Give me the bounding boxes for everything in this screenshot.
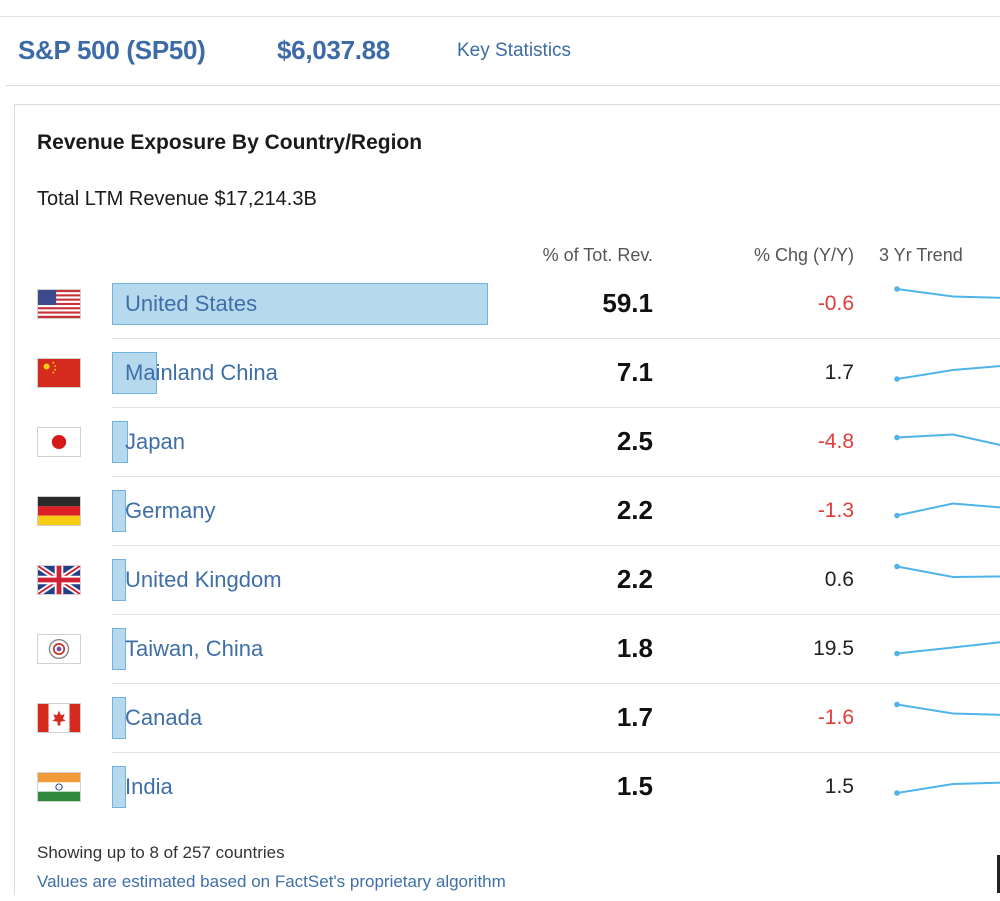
germany-flag-icon (37, 496, 81, 526)
table-row[interactable]: Germany 2.2 -1.3 (37, 478, 1000, 546)
revenue-exposure-panel: Revenue Exposure By Country/Region Total… (14, 104, 1000, 895)
sparkline-point (894, 563, 900, 570)
sparkline-point (894, 434, 900, 441)
sparkline-point (894, 512, 900, 519)
pct-of-total-revenue: 1.8 (616, 633, 653, 663)
country-name[interactable]: Germany (125, 498, 216, 523)
india-flag-icon (37, 772, 81, 802)
sparkline-point (894, 650, 900, 657)
sparkline-point (894, 701, 900, 708)
taiwan-flag-icon (37, 634, 81, 664)
country-name[interactable]: Mainland China (125, 360, 278, 385)
sparkline-path (896, 703, 1000, 716)
sparkline-path (896, 365, 1000, 380)
table-row[interactable]: Mainland China 7.1 1.7 (37, 340, 1000, 408)
total-ltm-revenue: Total LTM Revenue $17,214.3B (37, 188, 317, 210)
trend-sparkline (894, 502, 1000, 519)
index-price: $6,037.88 (277, 35, 390, 65)
index-name[interactable]: S&P 500 (SP50) (18, 35, 206, 65)
table-row[interactable]: United States 59.1 -0.6 (37, 271, 1000, 339)
row-divider (112, 683, 1000, 684)
row-divider (112, 614, 1000, 615)
sparkline-path (896, 288, 1000, 299)
sparkline-point (894, 376, 900, 382)
country-name[interactable]: United Kingdom (125, 567, 282, 592)
column-header-pct-total-rev[interactable]: % of Tot. Rev. (542, 245, 653, 265)
revenue-share-bar (112, 352, 157, 394)
row-divider (112, 476, 1000, 477)
trend-sparkline (894, 701, 1000, 716)
pct-of-total-revenue: 7.1 (616, 357, 653, 387)
country-name[interactable]: Japan (125, 429, 185, 454)
column-header-pct-change[interactable]: % Chg (Y/Y) (753, 245, 854, 265)
pct-change-yoy: 0.6 (824, 568, 854, 591)
pct-of-total-revenue: 59.1 (602, 288, 653, 318)
pct-change-yoy: -4.8 (817, 430, 854, 453)
trend-sparkline (894, 286, 1000, 299)
table-row[interactable]: India 1.5 1.5 (37, 754, 1000, 822)
trend-sparkline (894, 365, 1000, 382)
pct-of-total-revenue: 1.7 (616, 702, 653, 732)
revenue-share-bar (112, 559, 126, 601)
row-divider (112, 752, 1000, 753)
trend-sparkline (894, 433, 1000, 446)
revenue-share-bar (112, 490, 126, 532)
pct-change-yoy: 1.5 (824, 775, 854, 798)
row-divider (112, 545, 1000, 546)
row-divider (112, 338, 1000, 339)
pct-of-total-revenue: 2.5 (616, 426, 653, 456)
trend-sparkline (894, 641, 1000, 657)
panel-title: Revenue Exposure By Country/Region (37, 131, 423, 154)
trend-sparkline (894, 781, 1000, 796)
country-name[interactable]: United States (125, 291, 258, 316)
country-name[interactable]: Canada (125, 705, 203, 730)
table-row[interactable]: Canada 1.7 -1.6 (37, 685, 1000, 753)
revenue-share-bar (112, 628, 126, 670)
japan-flag-icon (37, 427, 81, 457)
row-divider (112, 407, 1000, 408)
pct-of-total-revenue: 2.2 (616, 495, 653, 525)
pct-of-total-revenue: 1.5 (616, 771, 653, 801)
showing-count-note: Showing up to 8 of 257 countries (37, 843, 285, 862)
pct-change-yoy: -0.6 (817, 292, 854, 315)
pct-of-total-revenue: 2.2 (616, 564, 653, 594)
sparkline-path (896, 565, 1000, 579)
country-name[interactable]: Taiwan, China (125, 636, 264, 661)
trend-sparkline (894, 563, 1000, 579)
revenue-share-bar (112, 283, 488, 325)
china-flag-icon (37, 358, 81, 388)
top-divider (0, 16, 1000, 17)
sparkline-path (896, 433, 1000, 446)
sparkline-path (896, 781, 1000, 794)
header-divider (6, 85, 1000, 86)
key-statistics-link[interactable]: Key Statistics (457, 40, 572, 61)
column-header-3yr-trend: 3 Yr Trend (879, 245, 963, 265)
uk-flag-icon (37, 565, 81, 595)
estimation-note-link[interactable]: Values are estimated based on FactSet's … (37, 872, 506, 891)
country-name[interactable]: India (125, 774, 173, 799)
sparkline-point (894, 790, 900, 796)
text-cursor (997, 855, 1000, 893)
revenue-share-bar (112, 766, 126, 808)
pct-change-yoy: -1.3 (817, 499, 854, 522)
sparkline-point (894, 286, 900, 292)
revenue-share-bar (112, 421, 128, 463)
table-row[interactable]: Japan 2.5 -4.8 (37, 409, 1000, 477)
quote-header: S&P 500 (SP50) $6,037.88 Key Statistics (0, 17, 1000, 85)
pct-change-yoy: 1.7 (824, 361, 854, 384)
sparkline-path (896, 641, 1000, 655)
table-row[interactable]: United Kingdom 2.2 0.6 (37, 547, 1000, 615)
canada-flag-icon (37, 703, 81, 733)
pct-change-yoy: -1.6 (817, 706, 854, 729)
sparkline-path (896, 502, 1000, 517)
revenue-share-bar (112, 697, 126, 739)
table-row[interactable]: Taiwan, China 1.8 19.5 (37, 616, 1000, 684)
pct-change-yoy: 19.5 (813, 637, 854, 660)
us-flag-icon (37, 289, 81, 319)
